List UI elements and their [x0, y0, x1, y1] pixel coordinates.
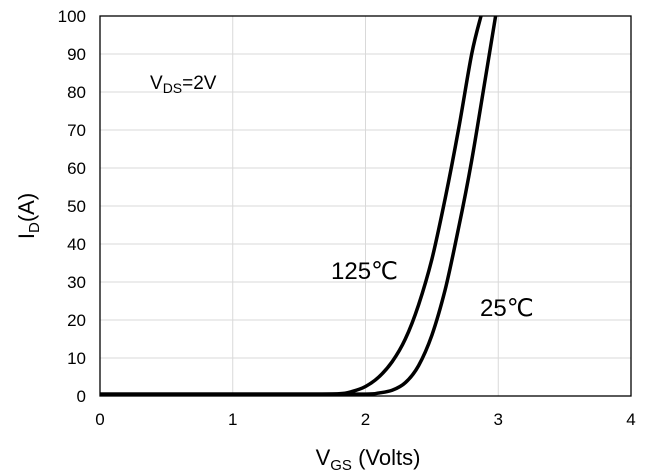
- x-tick-label: 2: [361, 410, 370, 429]
- y-tick-label: 90: [67, 45, 86, 64]
- y-tick-label: 30: [67, 273, 86, 292]
- y-tick-label: 70: [67, 121, 86, 140]
- x-tick-label: 0: [95, 410, 104, 429]
- y-tick-label: 0: [77, 387, 86, 406]
- grid: [99, 15, 632, 397]
- x-axis-title: VGS (Volts): [316, 445, 421, 474]
- y-tick-label: 100: [58, 7, 86, 26]
- y-tick-label: 20: [67, 311, 86, 330]
- series-label-125c: 125℃: [331, 258, 398, 285]
- x-tick-label: 4: [626, 410, 635, 429]
- x-tick-label: 1: [228, 410, 237, 429]
- series-line-1: [99, 15, 498, 396]
- y-tick-label: 60: [67, 159, 86, 178]
- y-tick-label: 10: [67, 349, 86, 368]
- x-tick-labels: 0 1 2 3 4: [95, 410, 635, 429]
- y-tick-labels: 0 10 20 30 40 50 60 70 80 90 100: [58, 7, 86, 406]
- y-tick-label: 80: [67, 83, 86, 102]
- y-tick-label: 50: [67, 197, 86, 216]
- y-tick-label: 40: [67, 235, 86, 254]
- plot-frame: [99, 15, 632, 397]
- vds-annotation: VDS=2V: [150, 73, 217, 96]
- y-axis-title: ID(A): [14, 193, 43, 239]
- x-tick-label: 3: [494, 410, 503, 429]
- series-label-25c: 25℃: [480, 295, 534, 322]
- series-layer: [99, 15, 498, 396]
